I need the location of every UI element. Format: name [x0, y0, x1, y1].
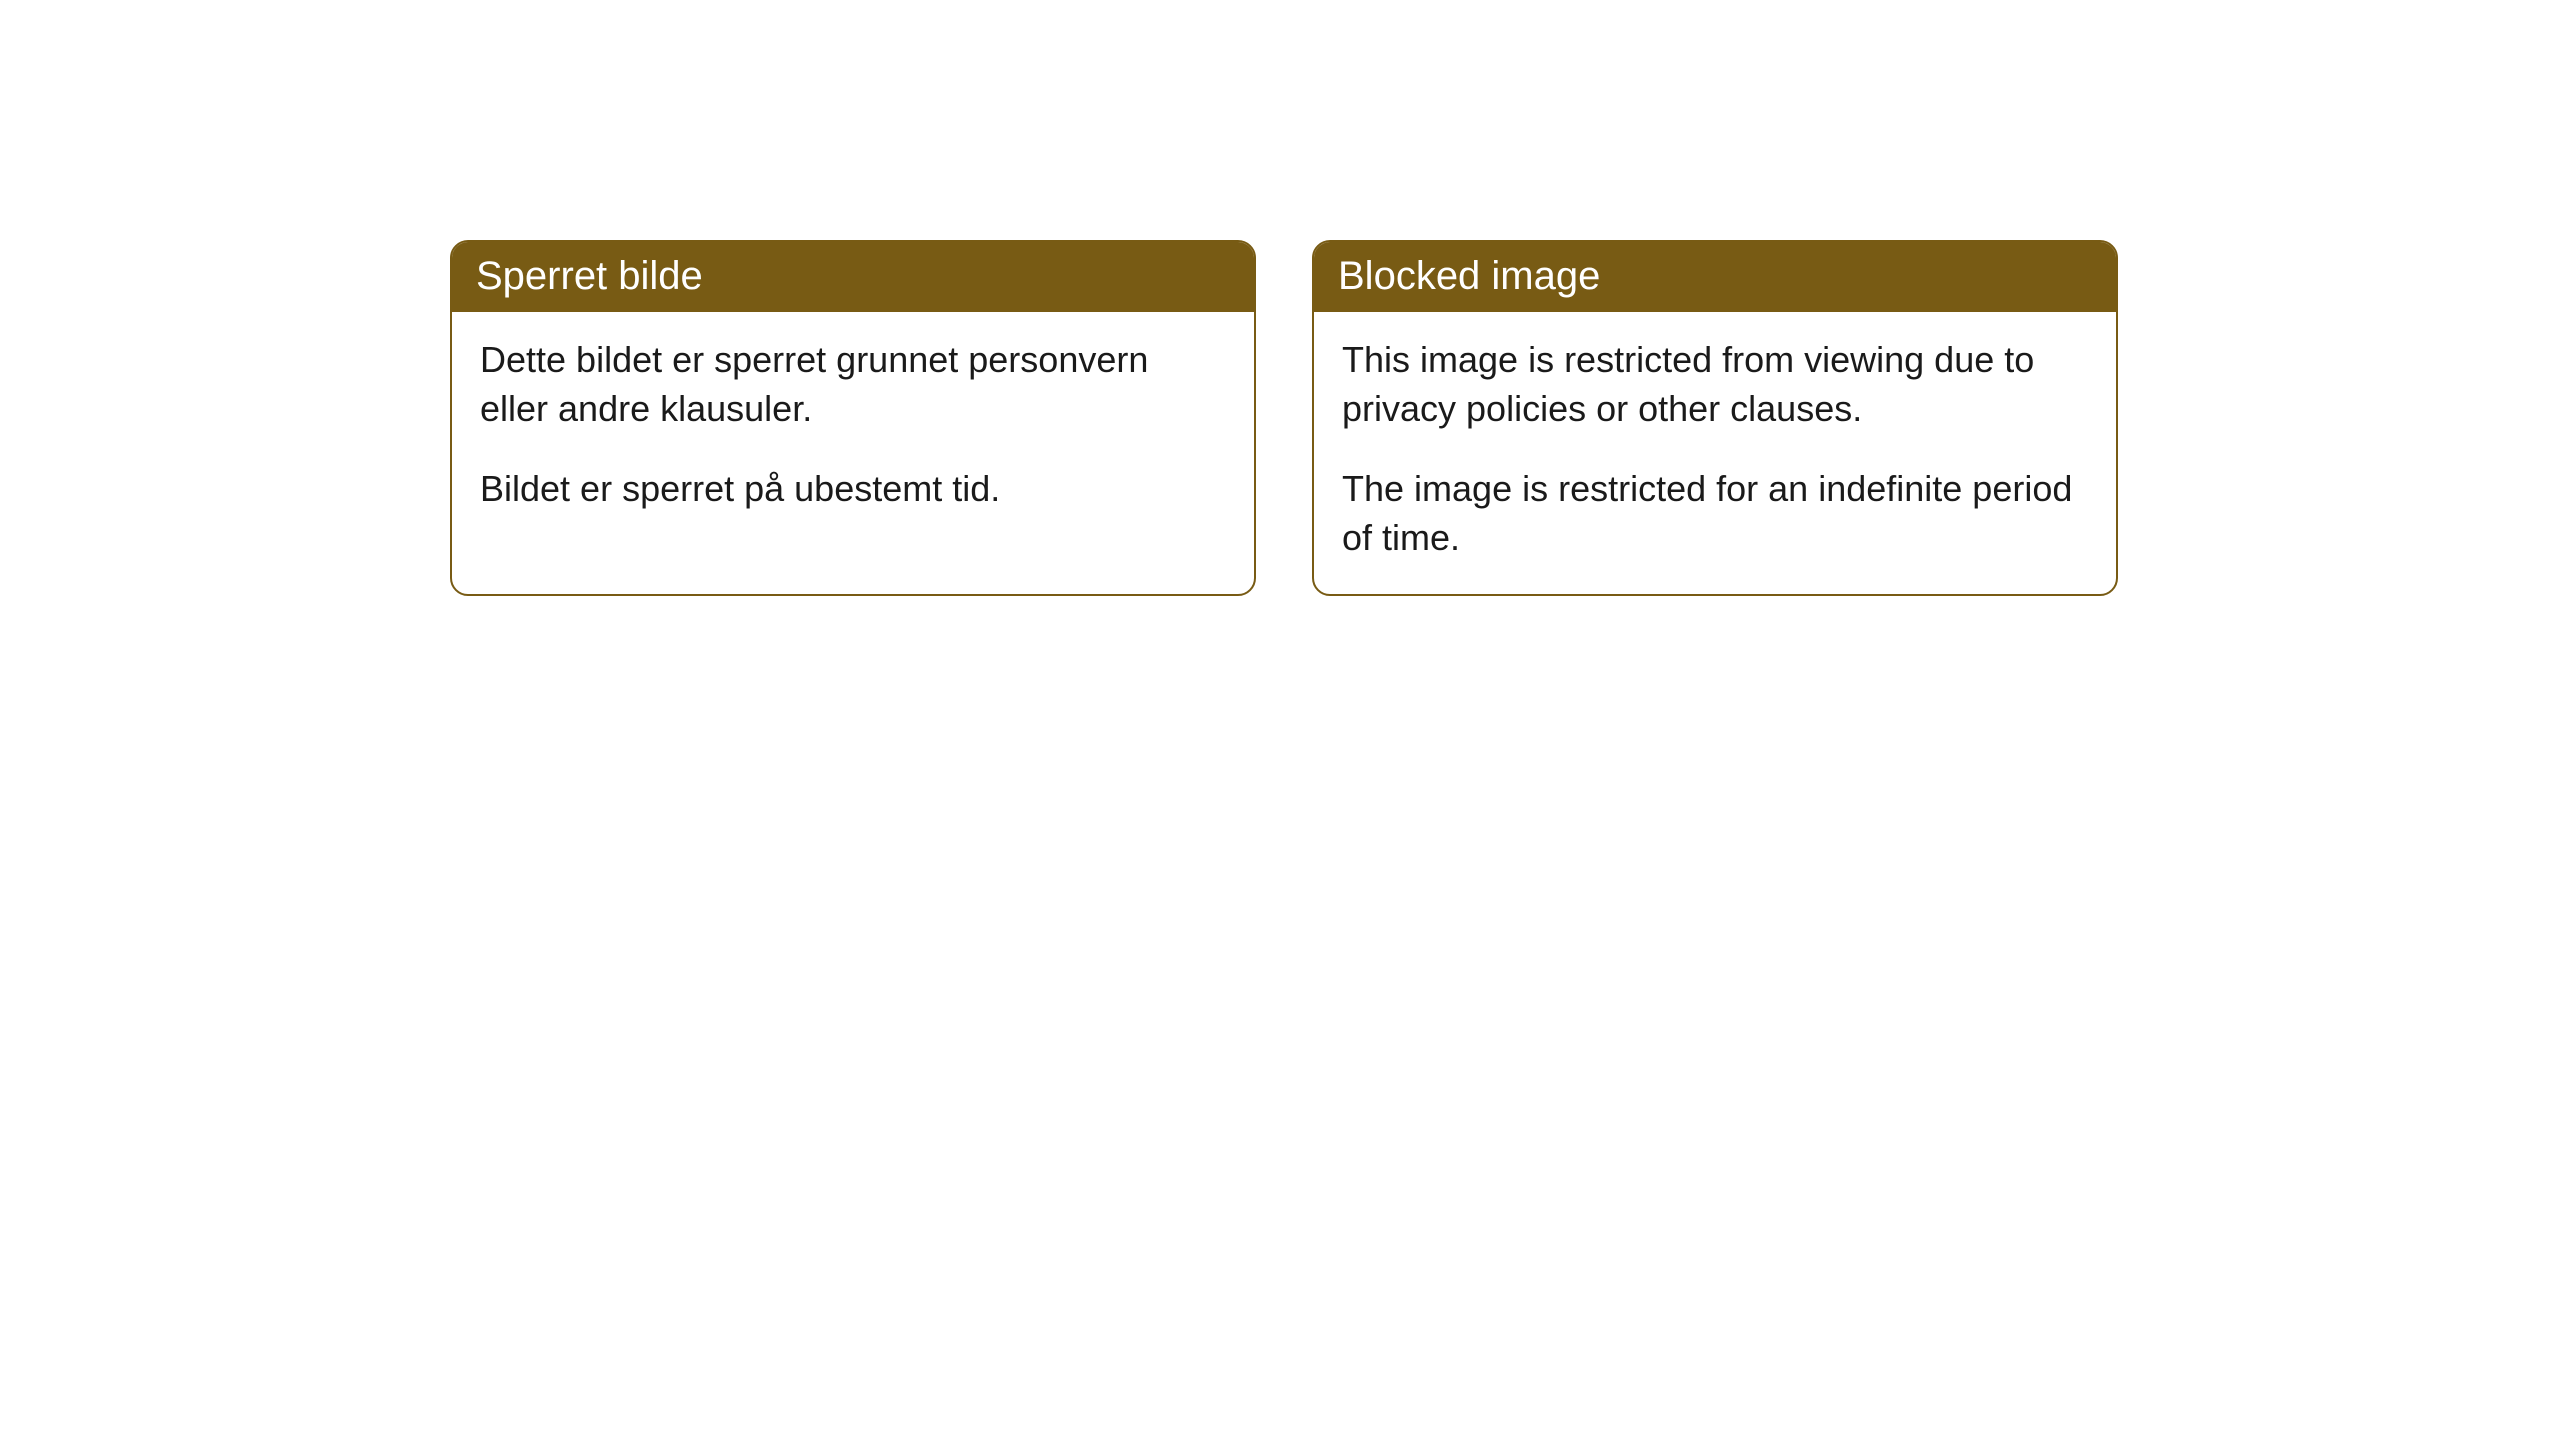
- card-paragraph-1: Dette bildet er sperret grunnet personve…: [480, 336, 1226, 433]
- card-header: Blocked image: [1314, 242, 2116, 312]
- card-header: Sperret bilde: [452, 242, 1254, 312]
- card-paragraph-1: This image is restricted from viewing du…: [1342, 336, 2088, 433]
- blocked-image-card-english: Blocked image This image is restricted f…: [1312, 240, 2118, 596]
- card-paragraph-2: The image is restricted for an indefinit…: [1342, 465, 2088, 562]
- card-paragraph-2: Bildet er sperret på ubestemt tid.: [480, 465, 1226, 514]
- card-body: Dette bildet er sperret grunnet personve…: [452, 312, 1254, 546]
- cards-container: Sperret bilde Dette bildet er sperret gr…: [450, 240, 2118, 596]
- blocked-image-card-norwegian: Sperret bilde Dette bildet er sperret gr…: [450, 240, 1256, 596]
- card-body: This image is restricted from viewing du…: [1314, 312, 2116, 594]
